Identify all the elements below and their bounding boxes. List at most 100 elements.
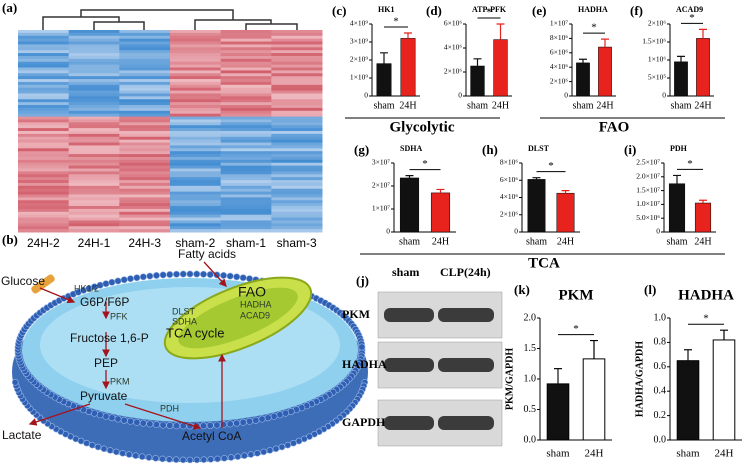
heatmap-cell: [170, 200, 222, 204]
heatmap-cell: [271, 214, 323, 219]
heatmap-cell: [271, 168, 323, 172]
heatmap-cell: [220, 87, 272, 92]
heatmap-cell: [170, 217, 222, 221]
heatmap-cell: [271, 182, 323, 187]
heatmap-cell: [68, 30, 120, 34]
heatmap-cell: [68, 47, 120, 51]
heatmap-cell: [119, 44, 171, 48]
heatmap-cell: [170, 211, 222, 216]
heatmap-cell: [18, 214, 70, 219]
heatmap-cell: [18, 206, 70, 210]
heatmap-cell: [68, 113, 120, 118]
heatmap-cell: [271, 58, 323, 63]
heatmap-cell: [271, 206, 323, 210]
y-tick-label: 0.2: [654, 410, 667, 421]
heatmap-cell: [119, 177, 171, 181]
heatmap-cell: [220, 99, 272, 103]
heatmap-cell: [170, 38, 222, 43]
heatmap-cell: [271, 119, 323, 123]
lipid-head: [358, 343, 366, 351]
heatmap-cell: [68, 73, 120, 77]
heatmap-cell: [18, 67, 70, 71]
heatmap-cell: [18, 105, 70, 109]
heatmap-cell: [68, 99, 120, 103]
x-tick-label: 24H: [399, 100, 416, 111]
heatmap-cell: [119, 79, 171, 83]
heatmap-cell: [271, 113, 323, 118]
y-tick-label: 1.5×10⁷: [636, 185, 660, 194]
y-tick-label: 0: [458, 91, 462, 100]
heatmap-cell: [68, 93, 120, 97]
heatmap-cell: [119, 214, 171, 219]
y-axis-label: PKM/GAPDH: [504, 348, 515, 410]
significance-label: *: [422, 158, 428, 170]
lipid-head: [106, 447, 114, 454]
heatmap-cell: [271, 70, 323, 74]
heatmap-cell: [68, 41, 120, 45]
heatmap-cell: [119, 116, 171, 120]
heatmap-cell: [220, 165, 272, 170]
heatmap-cell: [220, 171, 272, 175]
heatmap-cell: [170, 47, 222, 51]
lipid-head: [276, 411, 284, 419]
heatmap-cell: [220, 174, 272, 178]
blot-band: [438, 358, 494, 372]
heatmap-cell: [220, 168, 272, 172]
lipid-head: [146, 272, 154, 280]
heatmap-cell: [220, 229, 272, 233]
heatmap-cell: [18, 110, 70, 115]
mitochondrion: [163, 276, 313, 360]
heatmap-cell: [68, 194, 120, 198]
bar: [376, 63, 392, 97]
error-bar: [532, 177, 541, 180]
heatmap-cell: [271, 229, 323, 233]
heatmap-cell: [271, 148, 323, 152]
heatmap-cell: [119, 70, 171, 74]
lipid-head: [246, 417, 254, 425]
heatmap-cell: [220, 217, 272, 221]
lipid-head: [206, 271, 214, 279]
heatmap-cell: [220, 107, 272, 112]
heatmap-cell: [119, 194, 171, 198]
heatmap-cell: [119, 142, 171, 146]
heatmap-cell: [220, 128, 272, 132]
heatmap-cell: [220, 110, 272, 115]
heatmap-cell: [119, 191, 171, 195]
x-tick-label: sham: [467, 100, 488, 111]
bar: [399, 177, 420, 233]
chart-title: HK1: [378, 5, 394, 14]
heatmap-cell: [220, 180, 272, 184]
heatmap-cell: [68, 188, 120, 193]
heatmap-cell: [18, 208, 70, 213]
heatmap-cell: [18, 229, 70, 233]
heatmap-cell: [18, 79, 70, 83]
heatmap-cell: [220, 35, 272, 40]
heatmap-cell: [18, 50, 70, 54]
error-bar: [684, 349, 692, 361]
heatmap-cell: [220, 223, 272, 227]
lipid-head: [173, 270, 181, 278]
heatmap-cell: [170, 125, 222, 129]
heatmap-cell: [271, 105, 323, 109]
significance-label: *: [573, 323, 579, 335]
error-bar: [673, 174, 681, 184]
heatmap-cell: [18, 191, 70, 195]
y-tick-label: 0: [656, 227, 660, 236]
heatmap-cell: [119, 180, 171, 184]
lipid-head: [159, 455, 166, 463]
x-tick-label: sham: [572, 100, 593, 111]
lipid-head: [166, 271, 174, 279]
panel-label: (e): [532, 3, 546, 18]
x-tick-label: sham: [526, 236, 547, 247]
heatmap-cell: [119, 162, 171, 167]
chart-title: ACAD9: [676, 5, 703, 14]
heatmap-cell: [220, 70, 272, 74]
heatmap-cell: [170, 81, 222, 86]
heatmap-cell: [170, 182, 222, 187]
heatmap-cell: [68, 208, 120, 213]
significance-label: *: [393, 16, 399, 28]
western-blot: PKM HADHA GAPDH: [342, 291, 503, 447]
heatmap-cell: [220, 50, 272, 54]
blot-band: [384, 416, 434, 430]
heatmap-cell: [119, 105, 171, 109]
